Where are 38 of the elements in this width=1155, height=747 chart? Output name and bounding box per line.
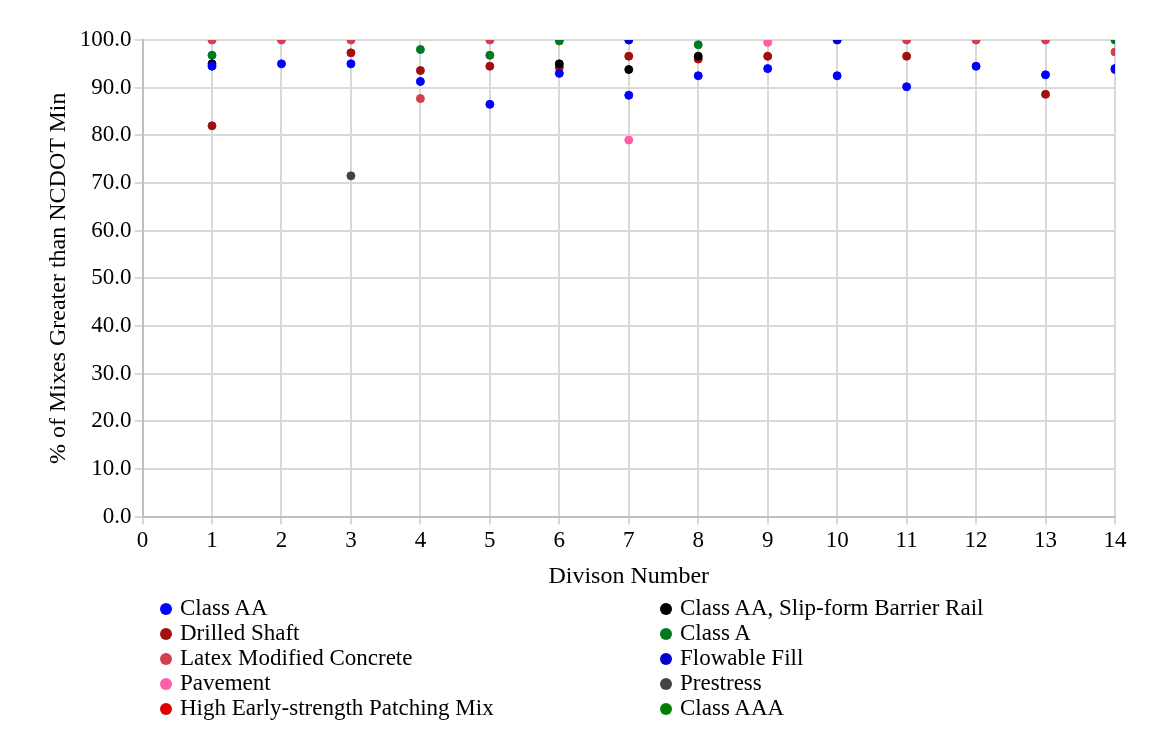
x-tick-label: 9 (761, 527, 774, 553)
legend-label: High Early-strength Patching Mix (179, 695, 495, 720)
y-tick-label: 30.0 (91, 359, 132, 385)
legend-label: Class AA (179, 595, 269, 620)
legend-label: Class AAA (679, 695, 786, 720)
y-tick-label: 40.0 (91, 312, 132, 338)
y-tick-label: 10.0 (91, 454, 132, 480)
x-tick-label: 12 (964, 527, 988, 553)
y-axis-title: % of Mixes Greater than NCDOT Min (43, 92, 70, 465)
x-tick-label: 14 (1103, 527, 1127, 553)
legend-label: Latex Modified Concrete (179, 645, 414, 670)
y-tick-label: 60.0 (91, 216, 132, 242)
y-tick-label: 0.0 (102, 502, 132, 528)
legend-label: Class AA, Slip-form Barrier Rail (679, 595, 985, 620)
x-tick-label: 8 (692, 527, 704, 553)
y-tick-label: 20.0 (91, 407, 132, 433)
x-tick-label: 10 (825, 527, 849, 553)
x-tick-label: 0 (136, 527, 149, 553)
y-tick-label: 50.0 (91, 264, 132, 290)
legend-label: Prestress (679, 670, 763, 695)
x-tick-label: 2 (275, 527, 288, 553)
x-tick-label: 4 (414, 527, 427, 553)
x-tick-label: 6 (553, 527, 566, 553)
x-tick-label: 5 (484, 527, 496, 553)
legend-label: Drilled Shaft (179, 620, 301, 645)
legend-label: Pavement (179, 670, 272, 695)
y-tick-label: 80.0 (91, 121, 132, 147)
x-tick-label: 13 (1034, 527, 1058, 553)
y-tick-label: 90.0 (91, 73, 132, 99)
x-tick-label: 1 (206, 527, 218, 553)
x-axis-title: Divison Number (548, 561, 710, 588)
legend-label: Flowable Fill (679, 645, 805, 670)
x-tick-label: 7 (623, 527, 635, 553)
y-tick-label: 70.0 (91, 169, 132, 195)
x-tick-label: 11 (895, 527, 918, 553)
y-tick-label: 100.0 (79, 26, 132, 52)
legend-label: Class A (679, 620, 752, 645)
x-tick-label: 3 (345, 527, 357, 553)
